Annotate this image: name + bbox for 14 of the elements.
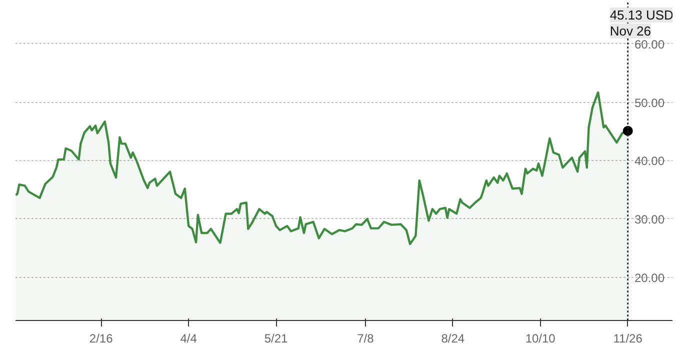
y-tick-label: 40.00: [634, 154, 665, 168]
x-tick-label: 8/24: [441, 332, 465, 346]
x-tick-label: 2/16: [89, 332, 114, 346]
annotation: 45.13 USD: [610, 8, 674, 22]
y-tick-label: 20.00: [634, 270, 665, 285]
x-tick-label: 4/4: [180, 332, 198, 346]
x-tick-label: 11/26: [613, 332, 643, 346]
y-tick-label: 30.00: [634, 212, 665, 226]
x-tick-label: 5/21: [264, 332, 288, 346]
annotation: Nov 26: [610, 24, 652, 38]
x-tick-label: 10/10: [525, 332, 556, 346]
y-tick-label: 50.00: [634, 96, 665, 110]
y-tick-label: 60.00: [634, 37, 665, 52]
x-tick-label: 7/8: [357, 332, 374, 346]
